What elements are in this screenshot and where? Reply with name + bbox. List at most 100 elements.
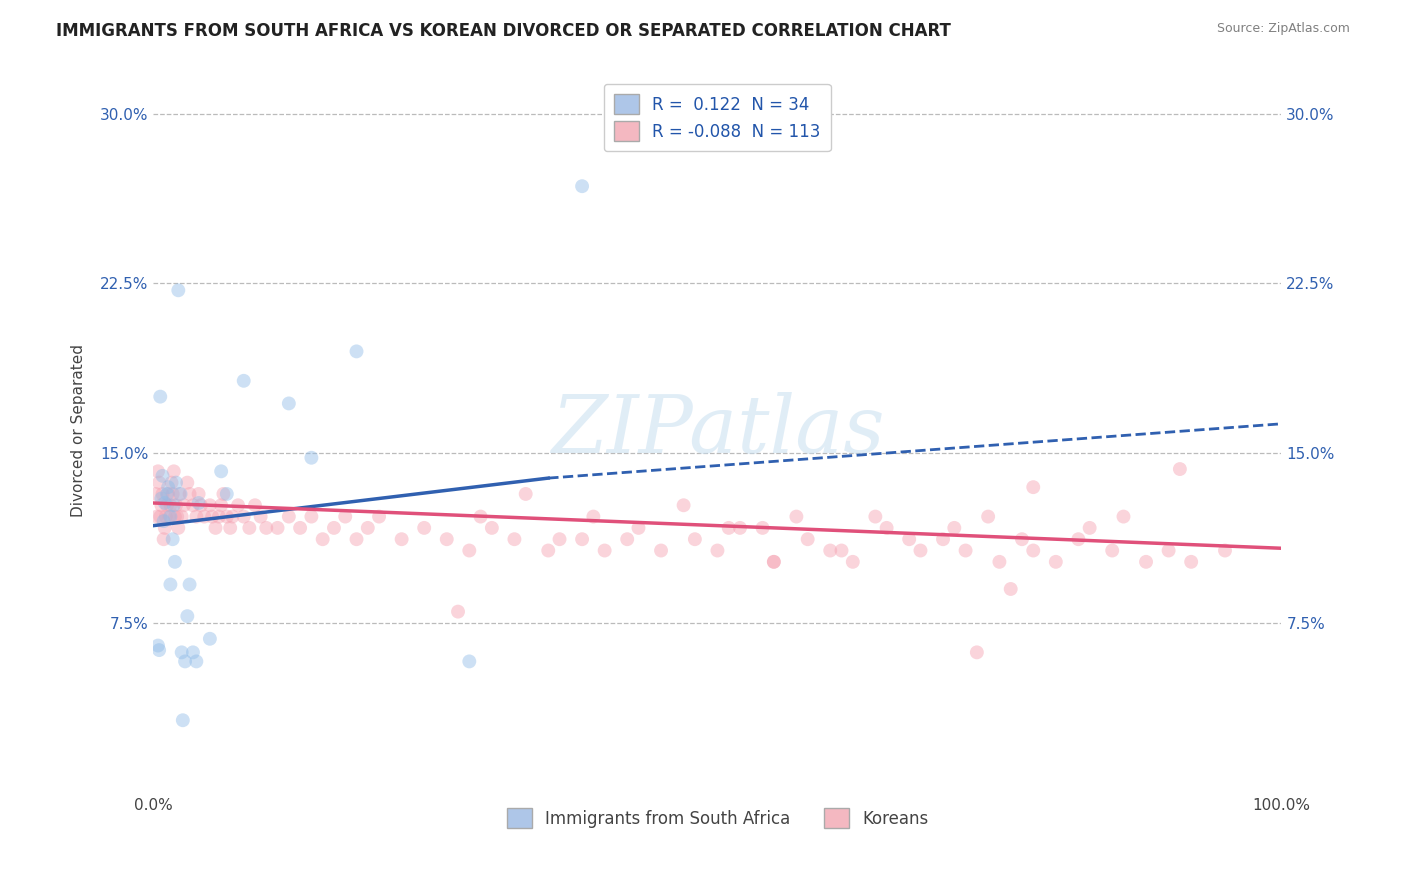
Text: ZIPatlas: ZIPatlas — [551, 392, 884, 469]
Point — [198, 632, 221, 646]
Point — [169, 487, 191, 501]
Point — [277, 396, 299, 410]
Point — [458, 543, 481, 558]
Point — [159, 498, 181, 512]
Point — [176, 609, 198, 624]
Point — [1168, 462, 1191, 476]
Point — [150, 491, 173, 506]
Point — [943, 521, 966, 535]
Point — [1022, 480, 1045, 494]
Point — [1135, 555, 1157, 569]
Point — [148, 643, 170, 657]
Point — [159, 509, 181, 524]
Point — [186, 654, 208, 668]
Point — [1011, 532, 1033, 546]
Point — [181, 645, 204, 659]
Point — [1112, 509, 1135, 524]
Point — [204, 521, 226, 535]
Point — [153, 521, 176, 535]
Point — [299, 450, 322, 465]
Point — [150, 498, 173, 512]
Point — [226, 498, 249, 512]
Point — [254, 521, 277, 535]
Point — [548, 532, 571, 546]
Point — [172, 713, 194, 727]
Point — [717, 521, 740, 535]
Point — [232, 509, 254, 524]
Point — [683, 532, 706, 546]
Point — [898, 532, 921, 546]
Point — [193, 509, 215, 524]
Point — [212, 487, 235, 501]
Point — [221, 509, 243, 524]
Point — [481, 521, 503, 535]
Point — [932, 532, 955, 546]
Point — [155, 509, 177, 524]
Point — [413, 521, 436, 535]
Text: IMMIGRANTS FROM SOUTH AFRICA VS KOREAN DIVORCED OR SEPARATED CORRELATION CHART: IMMIGRANTS FROM SOUTH AFRICA VS KOREAN D… — [56, 22, 950, 40]
Point — [163, 509, 186, 524]
Point — [238, 521, 260, 535]
Point — [966, 645, 988, 659]
Point — [160, 475, 183, 490]
Point — [165, 475, 187, 490]
Point — [181, 498, 204, 512]
Point — [159, 577, 181, 591]
Point — [571, 532, 593, 546]
Point — [162, 532, 184, 546]
Point — [146, 464, 169, 478]
Point — [176, 475, 198, 490]
Point — [1180, 555, 1202, 569]
Point — [163, 498, 186, 512]
Point — [1157, 543, 1180, 558]
Point — [232, 374, 254, 388]
Point — [650, 543, 672, 558]
Point — [323, 521, 346, 535]
Point — [167, 521, 190, 535]
Point — [357, 521, 380, 535]
Point — [1101, 543, 1123, 558]
Point — [627, 521, 650, 535]
Point — [162, 487, 184, 501]
Point — [187, 496, 209, 510]
Point — [243, 498, 266, 512]
Point — [277, 509, 299, 524]
Point — [436, 532, 458, 546]
Point — [209, 464, 232, 478]
Point — [751, 521, 773, 535]
Point — [165, 498, 187, 512]
Point — [876, 521, 898, 535]
Point — [503, 532, 526, 546]
Point — [1213, 543, 1236, 558]
Point — [148, 475, 170, 490]
Point — [209, 498, 232, 512]
Point — [955, 543, 977, 558]
Point — [156, 487, 179, 501]
Text: Source: ZipAtlas.com: Source: ZipAtlas.com — [1216, 22, 1350, 36]
Point — [179, 577, 201, 591]
Point — [170, 645, 193, 659]
Point — [1078, 521, 1101, 535]
Point — [153, 496, 176, 510]
Point — [249, 509, 271, 524]
Point — [1045, 555, 1067, 569]
Point — [146, 639, 169, 653]
Point — [582, 509, 605, 524]
Point — [299, 509, 322, 524]
Point — [170, 509, 193, 524]
Point — [152, 487, 174, 501]
Point — [208, 509, 231, 524]
Point — [447, 605, 470, 619]
Point — [219, 521, 242, 535]
Point — [458, 654, 481, 668]
Point — [152, 532, 174, 546]
Point — [762, 555, 785, 569]
Point — [149, 390, 172, 404]
Point — [1067, 532, 1090, 546]
Point — [537, 543, 560, 558]
Point — [187, 487, 209, 501]
Point — [163, 464, 186, 478]
Point — [149, 509, 172, 524]
Point — [368, 509, 391, 524]
Point — [571, 179, 593, 194]
